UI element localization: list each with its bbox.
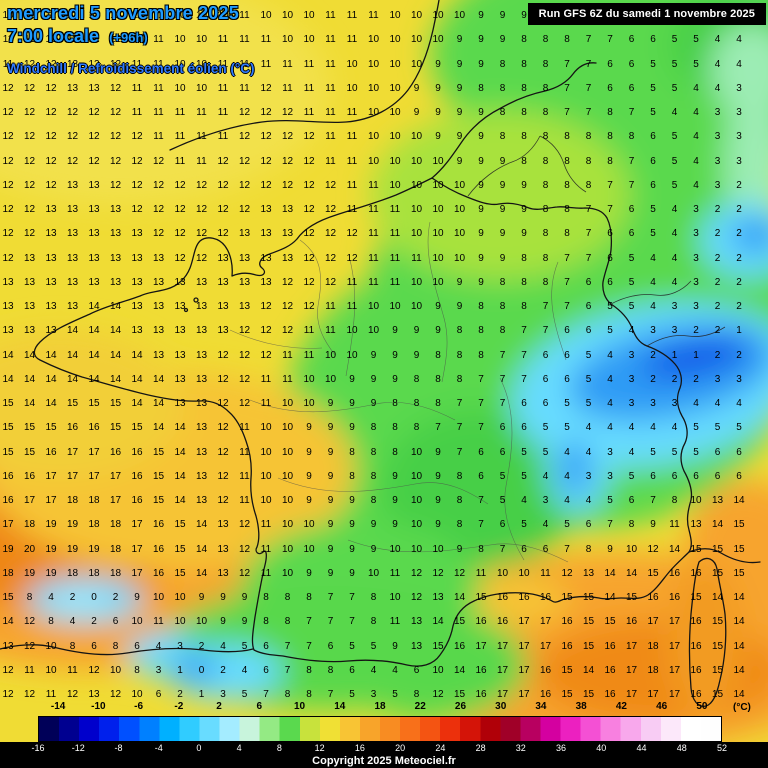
channel-island bbox=[183, 307, 189, 313]
coastline-italy bbox=[688, 548, 761, 564]
legend-unit-label: (°C) bbox=[733, 702, 751, 713]
coastline-spain bbox=[0, 644, 254, 656]
coastline-england bbox=[169, 0, 440, 151]
department-borders bbox=[229, 221, 569, 563]
map-title: Windchill / Refroidissement éolien (°C) bbox=[7, 61, 255, 76]
time-label: 7:00 locale bbox=[7, 26, 100, 46]
legend-top-labels: -14 -10 -6 -2 2 6 10 14 18 22 26 30 34 38 42 46 50 bbox=[50, 701, 708, 712]
run-info-box: Run GFS 6Z du samedi 1 novembre 2025 bbox=[527, 3, 766, 25]
forecast-offset-label: (+96h) bbox=[109, 30, 148, 45]
island-corsica bbox=[688, 557, 727, 707]
coastline-france bbox=[33, 177, 693, 667]
channel-island bbox=[193, 297, 199, 303]
coastline-benelux bbox=[431, 62, 597, 179]
legend-bottom-labels: -16 -12 -8 -4 0 4 8 12 16 20 24 28 32 36 40 44 48 52 bbox=[31, 743, 728, 753]
date-label: mercredi 5 novembre 2025 bbox=[7, 3, 239, 23]
bottom-band: -16 -12 -8 -4 0 4 8 12 16 20 24 28 32 36 40 44 48 52 Copy… bbox=[0, 742, 768, 768]
map-header: mercredi 5 novembre 2025 7:00 locale (+9… bbox=[7, 3, 255, 76]
copyright-label: Copyright 2025 Meteociel.fr bbox=[312, 755, 456, 767]
country-borders bbox=[467, 135, 726, 347]
legend-bar bbox=[38, 716, 722, 742]
